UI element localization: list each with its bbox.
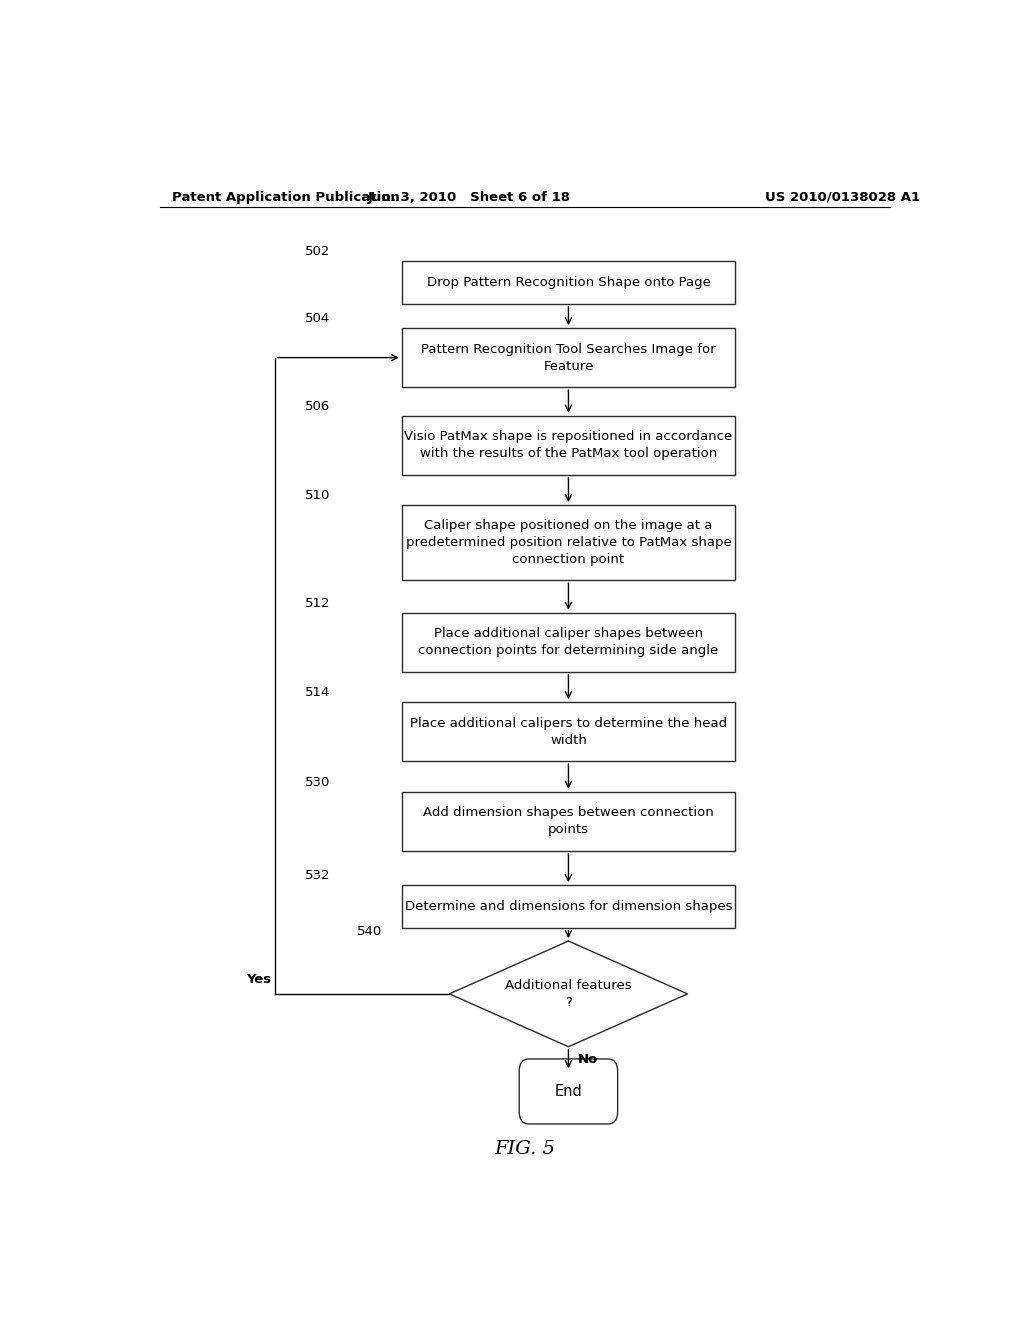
FancyBboxPatch shape xyxy=(401,702,735,762)
Text: Drop Pattern Recognition Shape onto Page: Drop Pattern Recognition Shape onto Page xyxy=(427,276,711,289)
Text: End: End xyxy=(555,1084,583,1100)
Text: Place additional calipers to determine the head
width: Place additional calipers to determine t… xyxy=(410,717,727,747)
Text: 502: 502 xyxy=(305,246,331,257)
Text: Pattern Recognition Tool Searches Image for
Feature: Pattern Recognition Tool Searches Image … xyxy=(421,343,716,372)
Text: Determine and dimensions for dimension shapes: Determine and dimensions for dimension s… xyxy=(404,900,732,913)
Text: 540: 540 xyxy=(356,925,382,939)
Text: 514: 514 xyxy=(305,686,331,700)
Text: Visio PatMax shape is repositioned in accordance
with the results of the PatMax : Visio PatMax shape is repositioned in ac… xyxy=(404,430,732,461)
Text: No: No xyxy=(578,1053,598,1065)
Text: Additional features
?: Additional features ? xyxy=(505,979,632,1008)
Text: Place additional caliper shapes between
connection points for determining side a: Place additional caliper shapes between … xyxy=(419,627,719,657)
Text: US 2010/0138028 A1: US 2010/0138028 A1 xyxy=(765,190,920,203)
FancyBboxPatch shape xyxy=(401,416,735,474)
Text: FIG. 5: FIG. 5 xyxy=(495,1140,555,1159)
Text: Caliper shape positioned on the image at a
predetermined position relative to Pa: Caliper shape positioned on the image at… xyxy=(406,519,731,566)
Text: 506: 506 xyxy=(305,400,331,412)
Text: 510: 510 xyxy=(305,488,331,502)
FancyBboxPatch shape xyxy=(401,329,735,387)
FancyBboxPatch shape xyxy=(401,792,735,850)
Text: Add dimension shapes between connection
points: Add dimension shapes between connection … xyxy=(423,807,714,836)
FancyBboxPatch shape xyxy=(401,506,735,581)
FancyBboxPatch shape xyxy=(401,261,735,304)
Text: 512: 512 xyxy=(305,597,331,610)
FancyBboxPatch shape xyxy=(519,1059,617,1125)
Text: Yes: Yes xyxy=(246,973,270,986)
Text: Jun. 3, 2010   Sheet 6 of 18: Jun. 3, 2010 Sheet 6 of 18 xyxy=(368,190,570,203)
FancyBboxPatch shape xyxy=(401,612,735,672)
Text: 530: 530 xyxy=(305,776,331,788)
FancyBboxPatch shape xyxy=(401,886,735,928)
Text: 504: 504 xyxy=(305,312,331,325)
Text: Patent Application Publication: Patent Application Publication xyxy=(172,190,399,203)
Text: 532: 532 xyxy=(305,869,331,882)
